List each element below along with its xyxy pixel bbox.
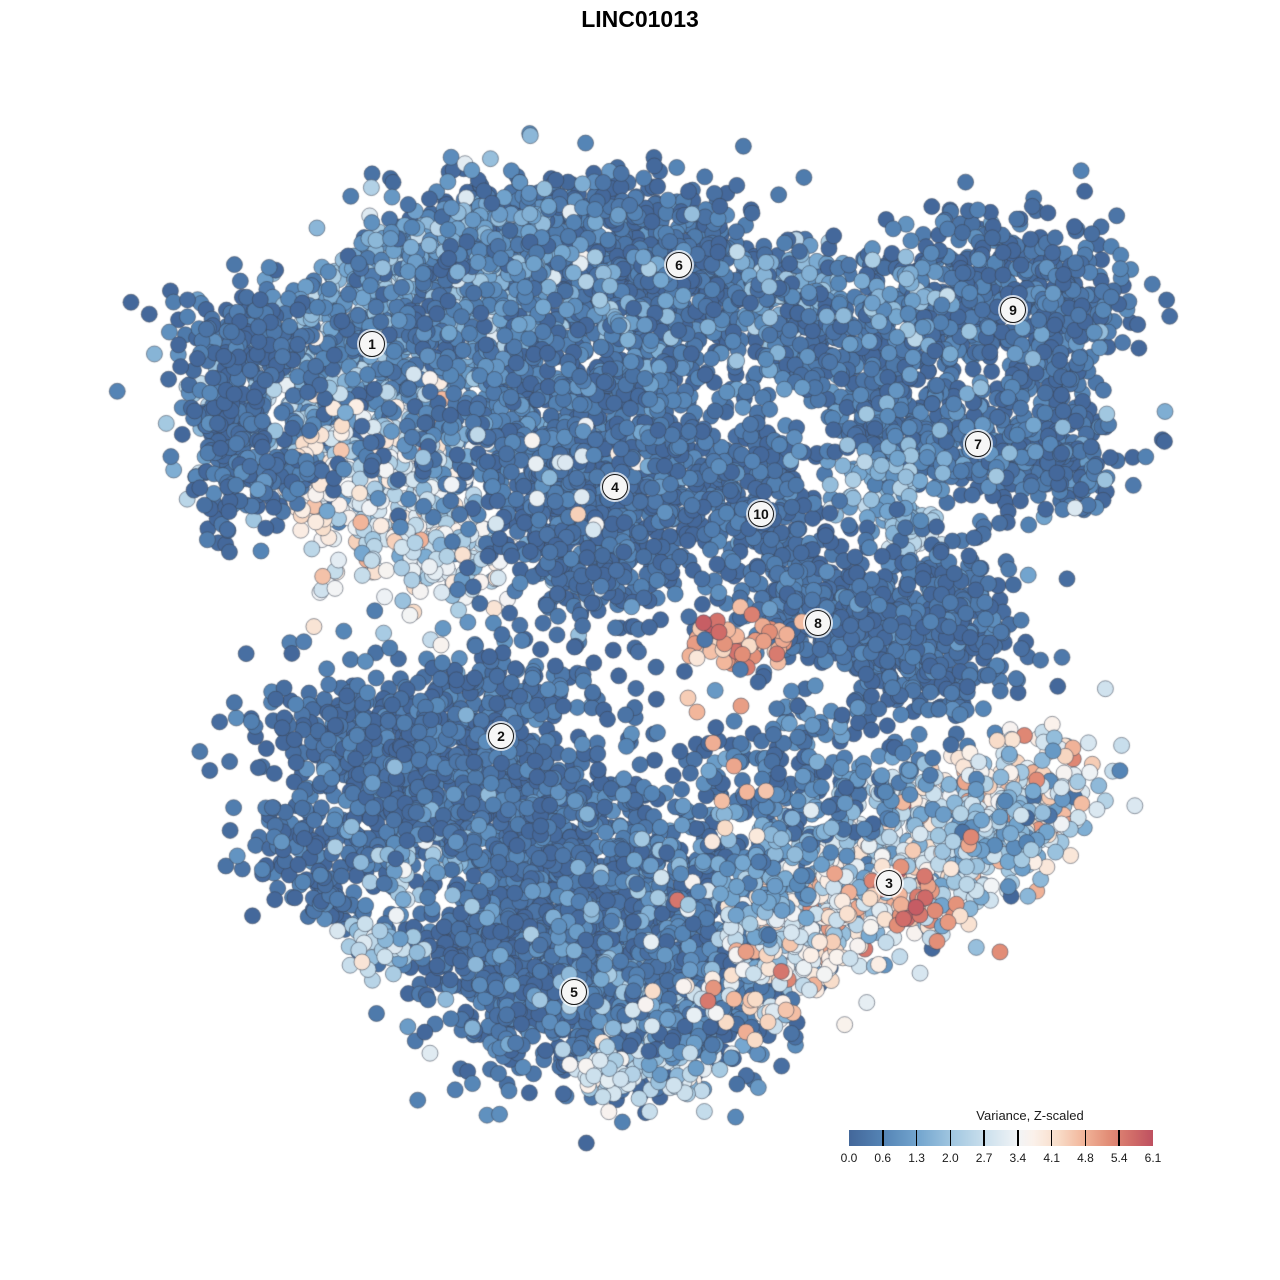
cluster-label-8: 8: [805, 610, 831, 636]
plot-title: LINC01013: [581, 6, 699, 32]
cluster-label-7: 7: [965, 431, 991, 457]
cluster-label-2: 2: [488, 723, 514, 749]
cluster-label-9: 9: [1000, 297, 1026, 323]
cluster-label-10: 10: [748, 501, 774, 527]
cluster-label-6: 6: [666, 252, 692, 278]
cluster-label-5: 5: [561, 979, 587, 1005]
cluster-label-1: 1: [359, 331, 385, 357]
cluster-label-3: 3: [876, 870, 902, 896]
cluster-label-4: 4: [602, 474, 628, 500]
